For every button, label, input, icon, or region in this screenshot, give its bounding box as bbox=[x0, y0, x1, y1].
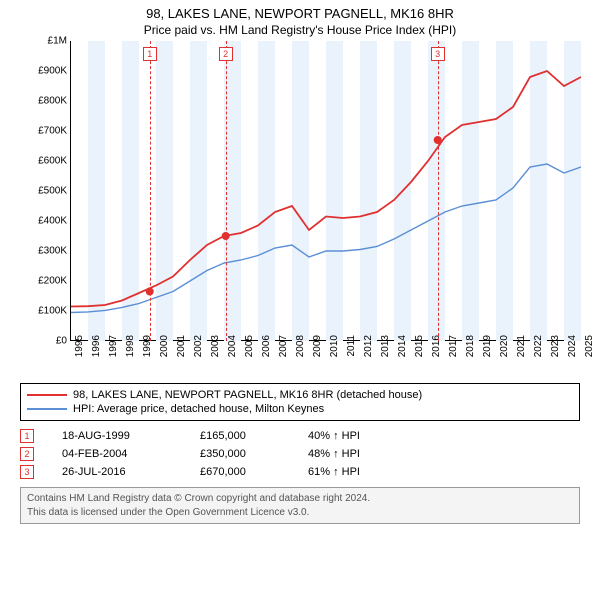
sale-marker-box: 3 bbox=[431, 47, 445, 61]
transaction-marker: 2 bbox=[20, 447, 34, 461]
legend-swatch-subject bbox=[27, 394, 67, 396]
legend-swatch-hpi bbox=[27, 408, 67, 410]
x-tick-label: 1996 bbox=[91, 335, 102, 365]
x-tick-label: 2009 bbox=[312, 335, 323, 365]
x-tick-label: 2012 bbox=[363, 335, 374, 365]
page-subtitle: Price paid vs. HM Land Registry's House … bbox=[0, 21, 600, 41]
y-tick-label: £100K bbox=[33, 306, 67, 317]
legend-row-subject: 98, LAKES LANE, NEWPORT PAGNELL, MK16 8H… bbox=[27, 388, 573, 402]
sale-guideline bbox=[150, 41, 151, 341]
x-tick-label: 2016 bbox=[431, 335, 442, 365]
x-tick-label: 2005 bbox=[244, 335, 255, 365]
y-tick-label: £300K bbox=[33, 246, 67, 257]
transaction-date: 26-JUL-2016 bbox=[62, 466, 172, 478]
sale-guideline bbox=[438, 41, 439, 341]
x-tick-label: 2014 bbox=[397, 335, 408, 365]
y-tick-label: £700K bbox=[33, 126, 67, 137]
x-tick-label: 2010 bbox=[329, 335, 340, 365]
transaction-row: 1 18-AUG-1999 £165,000 40% ↑ HPI bbox=[20, 427, 580, 445]
x-tick-label: 2011 bbox=[346, 335, 357, 365]
sale-guideline bbox=[226, 41, 227, 341]
x-tick-label: 2018 bbox=[465, 335, 476, 365]
transaction-date: 18-AUG-1999 bbox=[62, 430, 172, 442]
legend-label-subject: 98, LAKES LANE, NEWPORT PAGNELL, MK16 8H… bbox=[73, 389, 422, 401]
x-tick-label: 1999 bbox=[142, 335, 153, 365]
price-chart: £0 £100K £200K £300K £400K £500K £600K £700K £80… bbox=[32, 41, 592, 381]
sale-marker-box: 2 bbox=[219, 47, 233, 61]
legend: 98, LAKES LANE, NEWPORT PAGNELL, MK16 8H… bbox=[20, 383, 580, 421]
x-tick-label: 2015 bbox=[414, 335, 425, 365]
x-tick-label: 2025 bbox=[584, 335, 595, 365]
x-tick-label: 2013 bbox=[380, 335, 391, 365]
attribution: Contains HM Land Registry data © Crown c… bbox=[20, 487, 580, 524]
x-tick-label: 2021 bbox=[516, 335, 527, 365]
transaction-date: 04-FEB-2004 bbox=[62, 448, 172, 460]
transaction-delta: 61% ↑ HPI bbox=[308, 466, 360, 478]
x-tick-label: 2023 bbox=[550, 335, 561, 365]
attribution-line: Contains HM Land Registry data © Crown c… bbox=[27, 492, 573, 506]
x-tick-label: 2008 bbox=[295, 335, 306, 365]
transaction-price: £670,000 bbox=[200, 466, 280, 478]
x-tick-label: 2020 bbox=[499, 335, 510, 365]
x-tick-label: 2019 bbox=[482, 335, 493, 365]
transaction-price: £350,000 bbox=[200, 448, 280, 460]
x-tick-label: 2017 bbox=[448, 335, 459, 365]
x-tick-label: 2007 bbox=[278, 335, 289, 365]
x-tick-label: 2022 bbox=[533, 335, 544, 365]
legend-row-hpi: HPI: Average price, detached house, Milt… bbox=[27, 402, 573, 416]
transaction-row: 2 04-FEB-2004 £350,000 48% ↑ HPI bbox=[20, 445, 580, 463]
transaction-price: £165,000 bbox=[200, 430, 280, 442]
page-title: 98, LAKES LANE, NEWPORT PAGNELL, MK16 8H… bbox=[0, 0, 600, 21]
x-tick-label: 2000 bbox=[159, 335, 170, 365]
x-tick-label: 2006 bbox=[261, 335, 272, 365]
x-tick-label: 2004 bbox=[227, 335, 238, 365]
y-tick-label: £0 bbox=[33, 336, 67, 347]
y-tick-label: £1M bbox=[33, 36, 67, 47]
transaction-delta: 48% ↑ HPI bbox=[308, 448, 360, 460]
transaction-marker: 1 bbox=[20, 429, 34, 443]
transaction-delta: 40% ↑ HPI bbox=[308, 430, 360, 442]
transaction-row: 3 26-JUL-2016 £670,000 61% ↑ HPI bbox=[20, 463, 580, 481]
x-tick-label: 2002 bbox=[193, 335, 204, 365]
x-tick-label: 1997 bbox=[108, 335, 119, 365]
series-subject bbox=[71, 71, 581, 307]
x-tick-label: 1998 bbox=[125, 335, 136, 365]
transaction-table: 1 18-AUG-1999 £165,000 40% ↑ HPI 2 04-FEB-200… bbox=[20, 427, 580, 481]
x-tick-label: 2001 bbox=[176, 335, 187, 365]
transaction-marker: 3 bbox=[20, 465, 34, 479]
attribution-line: This data is licensed under the Open Gov… bbox=[27, 506, 573, 520]
y-tick-label: £600K bbox=[33, 156, 67, 167]
y-tick-label: £500K bbox=[33, 186, 67, 197]
x-tick-label: 2024 bbox=[567, 335, 578, 365]
y-tick-label: £400K bbox=[33, 216, 67, 227]
x-tick-label: 1995 bbox=[74, 335, 85, 365]
legend-label-hpi: HPI: Average price, detached house, Milt… bbox=[73, 403, 324, 415]
sale-marker-box: 1 bbox=[143, 47, 157, 61]
y-tick-label: £800K bbox=[33, 96, 67, 107]
x-tick-label: 2003 bbox=[210, 335, 221, 365]
y-tick-label: £200K bbox=[33, 276, 67, 287]
y-tick-label: £900K bbox=[33, 66, 67, 77]
